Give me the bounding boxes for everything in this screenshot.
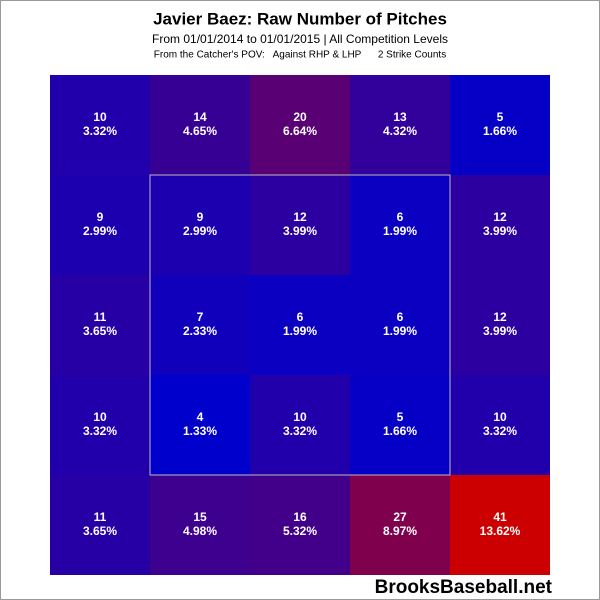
- cell-count: 27: [393, 510, 407, 524]
- cell: [450, 175, 550, 275]
- cell: [50, 75, 150, 175]
- cell-count: 10: [93, 110, 107, 124]
- cell-percentage: 1.99%: [383, 224, 417, 238]
- cell-percentage: 3.99%: [483, 324, 517, 338]
- chart-title: Javier Baez: Raw Number of Pitches: [153, 9, 447, 28]
- cell-percentage: 2.99%: [183, 224, 217, 238]
- cell: [150, 375, 250, 475]
- cell: [50, 275, 150, 375]
- cell: [50, 375, 150, 475]
- cell-count: 4: [197, 410, 204, 424]
- cell: [350, 275, 450, 375]
- cell-percentage: 4.98%: [183, 524, 217, 538]
- chart-subtitle: From 01/01/2014 to 01/01/2015 | All Comp…: [152, 32, 448, 46]
- cell-count: 11: [94, 510, 107, 524]
- cell-count: 6: [397, 210, 404, 224]
- cell: [350, 75, 450, 175]
- cell-percentage: 3.65%: [83, 524, 117, 538]
- watermark: BrooksBaseball.net: [375, 577, 553, 598]
- cell-percentage: 3.32%: [83, 124, 117, 138]
- cell-percentage: 3.65%: [83, 324, 117, 338]
- cell-count: 12: [493, 210, 507, 224]
- cell: [250, 375, 350, 475]
- cell-count: 13: [393, 110, 407, 124]
- cell-count: 12: [493, 310, 507, 324]
- cell: [250, 175, 350, 275]
- cell-percentage: 1.66%: [383, 424, 417, 438]
- cell: [250, 75, 350, 175]
- cell-count: 7: [197, 310, 204, 324]
- cell-count: 9: [97, 210, 104, 224]
- cell: [250, 475, 350, 575]
- cell-count: 10: [493, 410, 507, 424]
- cell-count: 10: [93, 410, 107, 424]
- cell-percentage: 1.66%: [483, 124, 517, 138]
- cell-count: 11: [94, 310, 107, 324]
- cell: [150, 75, 250, 175]
- strike-zone: [149, 174, 451, 476]
- cell-count: 5: [497, 110, 504, 124]
- cell-count: 41: [493, 510, 507, 524]
- cell-percentage: 1.99%: [283, 324, 317, 338]
- cell: [350, 175, 450, 275]
- cell-percentage: 3.32%: [83, 424, 117, 438]
- cell-percentage: 3.99%: [283, 224, 317, 238]
- cell: [150, 475, 250, 575]
- cell-count: 16: [293, 510, 307, 524]
- cell-count: 9: [197, 210, 204, 224]
- cell-percentage: 3.32%: [283, 424, 317, 438]
- cell-count: 14: [193, 110, 207, 124]
- cell: [450, 75, 550, 175]
- cell-percentage: 4.65%: [183, 124, 217, 138]
- cell-count: 5: [397, 410, 404, 424]
- cell-count: 15: [193, 510, 207, 524]
- cell-percentage: 1.33%: [183, 424, 217, 438]
- cell: [350, 375, 450, 475]
- cell-percentage: 1.99%: [383, 324, 417, 338]
- cell: [250, 275, 350, 375]
- cell: [350, 475, 450, 575]
- cell-percentage: 13.62%: [480, 524, 521, 538]
- cell: [50, 175, 150, 275]
- cell-count: 10: [293, 410, 307, 424]
- cell-percentage: 6.64%: [283, 124, 317, 138]
- cell-percentage: 8.97%: [383, 524, 417, 538]
- cell-count: 6: [397, 310, 404, 324]
- cell-count: 12: [293, 210, 307, 224]
- cell: [450, 275, 550, 375]
- cell-percentage: 2.33%: [183, 324, 217, 338]
- cell-percentage: 5.32%: [283, 524, 317, 538]
- chart-note: From the Catcher's POV: Against RHP & LH…: [154, 50, 446, 61]
- cell: [150, 175, 250, 275]
- cell-count: 20: [293, 110, 307, 124]
- cell-percentage: 4.32%: [383, 124, 417, 138]
- cell-percentage: 3.32%: [483, 424, 517, 438]
- heatmap: 103.32%144.65%206.64%134.32%51.66%92.99%…: [50, 75, 550, 575]
- cell: [450, 375, 550, 475]
- cell: [150, 275, 250, 375]
- cell-percentage: 3.99%: [483, 224, 517, 238]
- cell-count: 6: [297, 310, 304, 324]
- cell-percentage: 2.99%: [83, 224, 117, 238]
- cell: [450, 475, 550, 575]
- cell: [50, 475, 150, 575]
